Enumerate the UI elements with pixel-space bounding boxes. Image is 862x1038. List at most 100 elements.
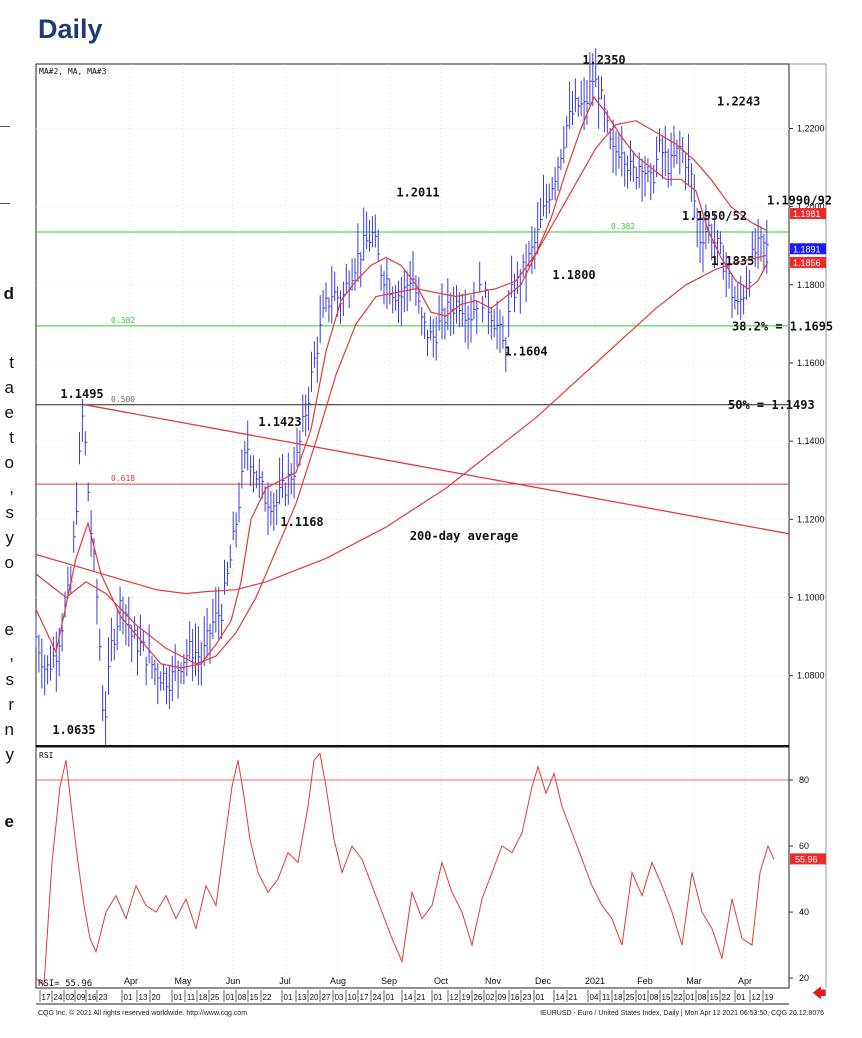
- month-label: 2021: [585, 976, 605, 986]
- margin-fragment: s: [5, 503, 15, 522]
- rsi-tick-label: 40: [799, 907, 809, 917]
- rsi-badge-label: 55.96: [795, 854, 818, 864]
- margin-fragment: a: [4, 378, 14, 397]
- day-label: 22: [674, 993, 683, 1002]
- price-annotation: 1.2243: [717, 95, 760, 109]
- day-label: 27: [322, 993, 331, 1002]
- ma-200-day-line: [35, 254, 767, 595]
- rsi-line: [35, 752, 775, 986]
- day-label: 01: [638, 993, 647, 1002]
- fib-level-label: 0.382: [611, 222, 635, 231]
- day-label: 23: [523, 993, 532, 1002]
- day-label: 20: [310, 993, 319, 1002]
- rsi-readout: RSI= 55.96: [38, 979, 92, 989]
- price-tick-label: 1.1800: [797, 280, 825, 290]
- month-label: Jul: [279, 976, 291, 986]
- margin-fragment: d: [3, 284, 14, 303]
- month-label: Jun: [226, 976, 241, 986]
- day-label: 03: [335, 993, 344, 1002]
- chart-frame: [35, 63, 827, 989]
- last-price-badge: [790, 243, 826, 255]
- day-label: 17: [360, 993, 369, 1002]
- price-annotation: 1.1950/52: [682, 209, 747, 223]
- price-tick-label: 1.1600: [797, 358, 825, 368]
- day-label: 08: [238, 993, 247, 1002]
- price-tick-label: 1.1000: [797, 592, 825, 602]
- day-label: 25: [211, 993, 220, 1002]
- day-label: 20: [152, 993, 161, 1002]
- fib-level-label: 0.500: [111, 395, 135, 404]
- grid-layer: 0.382 0.382 0.500 0.618: [36, 64, 789, 988]
- fib-level-label: 0.618: [111, 474, 135, 483]
- day-label: 13: [139, 993, 148, 1002]
- month-label: Dec: [535, 976, 552, 986]
- month-label: Apr: [738, 976, 752, 986]
- day-label: 15: [250, 993, 259, 1002]
- day-label: 01: [686, 993, 695, 1002]
- overlay-lines: [35, 96, 790, 986]
- price-tick-label: 1.2200: [797, 123, 825, 133]
- rsi-legend: RSI: [39, 751, 54, 760]
- day-label: 10: [348, 993, 357, 1002]
- rsi-tick-label: 60: [799, 841, 809, 851]
- ma-mid-line: [35, 120, 767, 665]
- day-label: 04: [590, 993, 599, 1002]
- day-label: 18: [614, 993, 623, 1002]
- day-label: 17: [42, 993, 51, 1002]
- day-label: 15: [710, 993, 719, 1002]
- footer-instrument-info: IEURUSD - Euro / United States Index, Da…: [540, 1010, 824, 1017]
- day-label: 11: [187, 993, 196, 1002]
- price-annotation: 1.1835: [711, 254, 754, 268]
- last-price-badge: [790, 208, 826, 220]
- day-label: 08: [650, 993, 659, 1002]
- day-label: 01: [536, 993, 545, 1002]
- day-label: 09: [498, 993, 507, 1002]
- day-label: 01: [124, 993, 133, 1002]
- day-label: 16: [511, 993, 520, 1002]
- margin-fragment: y: [5, 528, 15, 547]
- price-annotation: 38.2% = 1.1695: [732, 319, 833, 333]
- month-label: Oct: [434, 976, 449, 986]
- price-annotation: 1.2011: [396, 185, 439, 199]
- month-label: Aug: [330, 976, 346, 986]
- price-annotation: 50% = 1.1493: [728, 398, 815, 412]
- price-annotation: 1.1990/92: [767, 194, 832, 208]
- margin-fragment: o: [4, 553, 14, 572]
- margin-fragment: s: [5, 670, 15, 689]
- red-left-arrow-icon[interactable]: 🡄: [812, 985, 827, 1001]
- day-label: 01: [386, 993, 395, 1002]
- day-label: 21: [417, 993, 426, 1002]
- rsi-tick-label: 80: [799, 775, 809, 785]
- rsi-tick-label: 20: [799, 973, 809, 983]
- day-label: 01: [434, 993, 443, 1002]
- price-annotation: 1.1423: [258, 415, 301, 429]
- day-label: 19: [462, 993, 471, 1002]
- month-label: Feb: [637, 976, 653, 986]
- margin-fragment: ,: [9, 645, 14, 664]
- margin-fragment: e: [4, 620, 14, 639]
- day-label: 22: [263, 993, 272, 1002]
- price-bars: [35, 48, 769, 745]
- day-label: 25: [626, 993, 635, 1002]
- month-label: May: [174, 976, 192, 986]
- price-tick-label: 1.2000: [797, 202, 825, 212]
- margin-fragment: r: [8, 695, 14, 714]
- day-label: 24: [373, 993, 382, 1002]
- day-label: 14: [556, 993, 565, 1002]
- price-annotation: 1.1800: [552, 268, 595, 282]
- margin-fragment: t: [9, 353, 14, 372]
- month-label: Mar: [686, 976, 702, 986]
- price-annotation: 1.2350: [582, 53, 625, 67]
- last-price-badge-label: 1.1856: [793, 258, 821, 268]
- ma-short-line: [35, 96, 769, 669]
- day-label: 09: [77, 993, 86, 1002]
- rsi-panel-frame: [35, 746, 790, 989]
- margin-fragment: e: [4, 403, 14, 422]
- cropped-margin-text: d t a e t o , s y o e , s r n y e: [0, 0, 30, 1038]
- price-annotation: 1.1168: [280, 515, 323, 529]
- margin-fragment: ,: [9, 478, 14, 497]
- day-label: 14: [404, 993, 413, 1002]
- day-label: 13: [298, 993, 307, 1002]
- axis-layer: 1.2200 1.2000 1.1800 1.1600 1.1400 1.1200 1.10…: [36, 123, 826, 1005]
- day-label: 12: [752, 993, 761, 1002]
